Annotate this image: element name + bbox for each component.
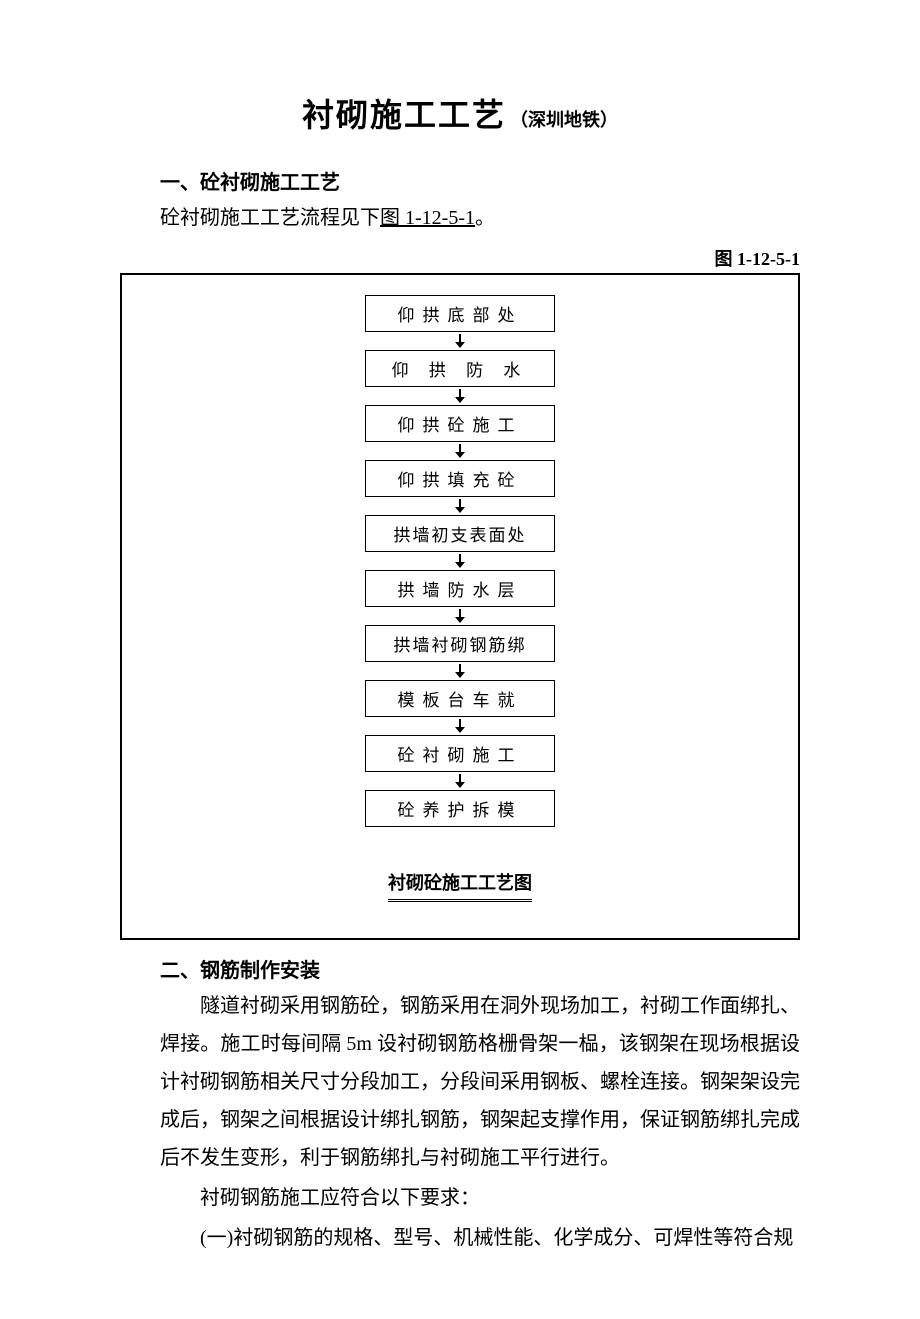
flow-arrow-icon [455,664,465,678]
page-title: 衬砌施工工艺 （深圳地铁） [120,90,800,136]
flow-step: 拱墙防水层 [365,570,555,607]
flow-arrow-icon [455,334,465,348]
title-main: 衬砌施工工艺 [302,97,506,133]
figure-reference: 图 1-12-5-1 [380,207,475,229]
intro-post: 。 [475,207,495,229]
intro-pre: 砼衬砌施工工艺流程见下 [160,207,380,229]
flowchart: 仰拱底部处仰 拱 防 水仰拱砼施工仰拱填充砼拱墙初支表面处拱墙防水层拱墙衬砌钢筋… [142,295,778,827]
section2-para1: 隧道衬砌采用钢筋砼，钢筋采用在洞外现场加工，衬砌工作面绑扎、焊接。施工时每间隔 … [160,987,800,1177]
section2-heading: 二、钢筋制作安装 [160,954,800,983]
section2-para3: (一)衬砌钢筋的规格、型号、机械性能、化学成分、可焊性等符合规 [160,1219,800,1257]
flowchart-caption-wrap: 衬砌砼施工工艺图 [142,869,778,902]
flow-arrow-icon [455,444,465,458]
flow-step: 拱墙初支表面处 [365,515,555,552]
section2-para2: 衬砌钢筋施工应符合以下要求： [160,1179,800,1217]
flow-arrow-icon [455,609,465,623]
flowchart-caption: 衬砌砼施工工艺图 [388,869,532,902]
flow-arrow-icon [455,389,465,403]
section1-heading: 一、砼衬砌施工工艺 [160,166,800,195]
document-page: 衬砌施工工艺 （深圳地铁） 一、砼衬砌施工工艺 砼衬砌施工工艺流程见下图 1-1… [0,0,920,1319]
flow-step: 模板台车就 [365,680,555,717]
flow-step: 砼衬砌施工 [365,735,555,772]
flow-step: 仰拱砼施工 [365,405,555,442]
flow-arrow-icon [455,554,465,568]
flow-arrow-icon [455,719,465,733]
flow-step: 仰拱底部处 [365,295,555,332]
figure-label: 图 1-12-5-1 [120,245,800,271]
section1-intro: 砼衬砌施工工艺流程见下图 1-12-5-1。 [160,199,800,237]
title-sub: （深圳地铁） [510,110,618,130]
flow-step: 砼养护拆模 [365,790,555,827]
flow-step: 拱墙衬砌钢筋绑 [365,625,555,662]
flow-arrow-icon [455,774,465,788]
flow-step: 仰拱填充砼 [365,460,555,497]
flowchart-frame: 仰拱底部处仰 拱 防 水仰拱砼施工仰拱填充砼拱墙初支表面处拱墙防水层拱墙衬砌钢筋… [120,273,800,940]
flow-step: 仰 拱 防 水 [365,350,555,387]
flow-arrow-icon [455,499,465,513]
